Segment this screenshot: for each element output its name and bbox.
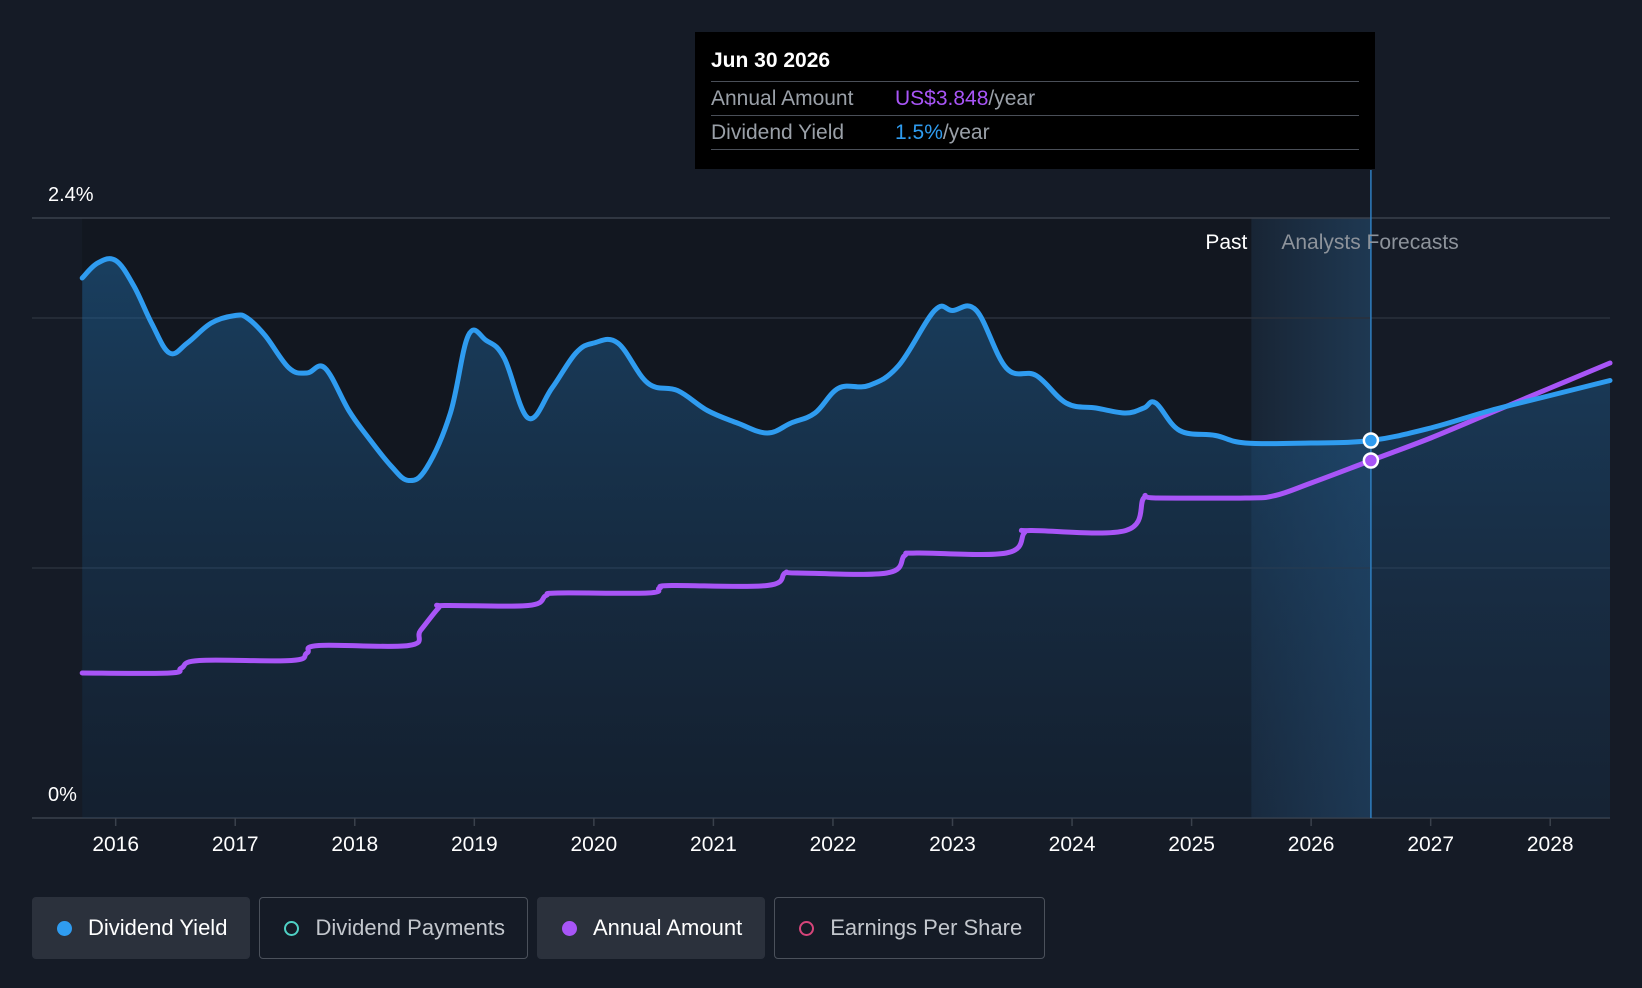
annual-amount-highlight-point <box>1362 452 1380 469</box>
chart-legend: Dividend Yield Dividend Payments Annual … <box>32 897 1046 959</box>
tooltip-dividend-yield-value: 1.5% <box>895 121 943 144</box>
x-tick-label: 2023 <box>929 833 976 856</box>
legend-dividend-payments-button[interactable]: Dividend Payments <box>259 897 528 959</box>
y-axis-min-label: 0% <box>48 784 77 806</box>
x-tick-label: 2026 <box>1288 833 1335 856</box>
earnings-per-share-ring-icon <box>799 920 815 936</box>
tooltip-unit: /year <box>942 121 990 144</box>
annual-amount-line <box>79 360 1613 676</box>
x-tick-label: 2022 <box>810 833 857 856</box>
dividend-yield-line <box>79 256 1613 484</box>
annual-amount-dot-icon <box>561 920 577 936</box>
x-tick-label: 2017 <box>212 833 259 856</box>
legend-label: Earnings Per Share <box>830 915 1023 940</box>
legend-earnings-per-share-button[interactable]: Earnings Per Share <box>774 897 1046 959</box>
x-tick-label: 2028 <box>1527 833 1574 856</box>
legend-label: Annual Amount <box>592 915 743 940</box>
dividend-yield-dot-icon <box>57 920 72 936</box>
dividend-payments-ring-icon <box>284 920 300 936</box>
x-tick-label: 2018 <box>331 833 378 856</box>
tooltip-dividend-yield-label: Dividend Yield <box>711 121 845 144</box>
tooltip-unit: /year <box>988 87 1036 110</box>
forecast-region-label: Analysts Forecasts <box>1281 231 1458 254</box>
legend-dividend-yield-button[interactable]: Dividend Yield <box>32 897 251 959</box>
tooltip-annual-amount-value: US$3.848 <box>895 87 989 110</box>
dividend-yield-area <box>82 258 1611 818</box>
x-tick-label: 2020 <box>571 833 618 856</box>
past-region-label: Past <box>1205 231 1247 254</box>
legend-annual-amount-button[interactable]: Annual Amount <box>536 897 766 959</box>
x-tick-label: 2019 <box>451 833 498 856</box>
x-tick-label: 2016 <box>92 833 139 856</box>
tooltip-dividend-yield-row: Dividend Yield 1.5% /year <box>711 116 1359 150</box>
x-tick-label: 2027 <box>1407 833 1454 856</box>
y-axis-max-label: 2.4% <box>48 184 94 206</box>
tooltip-annual-amount-row: Annual Amount US$3.848 /year <box>711 82 1359 116</box>
tooltip-date: Jun 30 2026 <box>711 46 1359 82</box>
legend-label: Dividend Yield <box>88 915 228 940</box>
chart-tooltip: Jun 30 2026 Annual Amount US$3.848 /year… <box>695 32 1375 169</box>
legend-label: Dividend Payments <box>315 915 505 940</box>
x-tick-label: 2025 <box>1168 833 1215 856</box>
dividend-yield-highlight-point <box>1362 432 1380 449</box>
x-tick-label: 2021 <box>690 833 737 856</box>
x-tick-label: 2024 <box>1049 833 1096 856</box>
tooltip-annual-amount-label: Annual Amount <box>711 87 854 110</box>
